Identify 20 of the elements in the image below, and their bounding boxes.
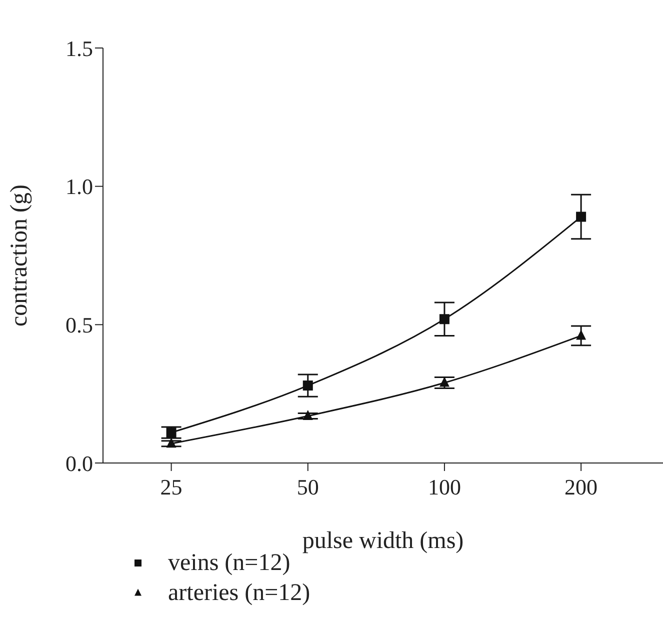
y-tick-label: 1.0 <box>66 174 93 200</box>
y-tick-label: 1.5 <box>66 36 93 61</box>
point <box>439 314 450 324</box>
x-tick-label: 25 <box>160 474 182 500</box>
y-tick-label: 0.0 <box>66 450 93 476</box>
point <box>576 330 586 340</box>
point <box>166 428 176 438</box>
x-tick-label: 50 <box>296 474 319 500</box>
x-tick-label: 200 <box>564 474 598 500</box>
point <box>439 376 450 387</box>
x-tick-label: 100 <box>428 474 461 500</box>
legend-label: arteries (n=12) <box>168 580 310 606</box>
x-axis-title: pulse width (ms) <box>302 528 464 554</box>
point <box>576 212 586 222</box>
y-axis-title: contraction (g) <box>6 184 33 326</box>
point <box>302 410 313 420</box>
legend-label: veins (n=12) <box>168 550 290 576</box>
point <box>166 438 176 448</box>
y-tick-label: 0.5 <box>66 312 93 338</box>
point <box>302 380 313 391</box>
